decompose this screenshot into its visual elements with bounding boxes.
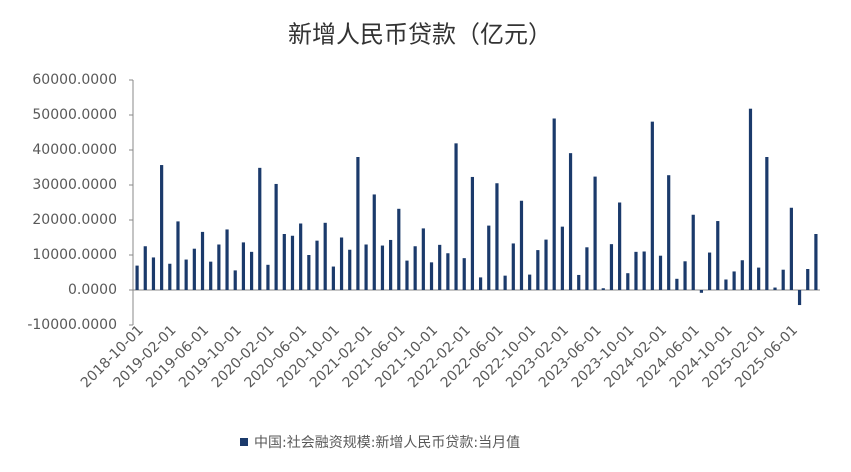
bar xyxy=(184,259,188,290)
bar xyxy=(274,183,278,290)
bar xyxy=(446,253,450,290)
bar xyxy=(740,260,744,290)
bar xyxy=(724,279,728,290)
bar xyxy=(323,222,327,290)
bar xyxy=(577,274,581,290)
bar xyxy=(462,258,466,290)
bar xyxy=(413,246,417,290)
bar xyxy=(626,273,630,290)
bar xyxy=(511,243,515,290)
bar xyxy=(642,251,646,290)
bar xyxy=(249,251,254,290)
bar xyxy=(225,229,229,290)
legend-label: 中国:社会融资规模:新增人民币贷款:当月值 xyxy=(254,435,520,451)
bar xyxy=(748,108,753,290)
y-tick-label: 10000.0000 xyxy=(32,247,117,263)
bar xyxy=(364,244,368,290)
bar xyxy=(536,250,540,290)
legend-swatch xyxy=(240,438,248,446)
bar xyxy=(495,183,499,290)
bar xyxy=(421,228,425,290)
bar xyxy=(315,240,319,290)
bar xyxy=(765,157,769,290)
bar xyxy=(192,248,196,290)
bar xyxy=(585,247,589,290)
bar xyxy=(560,226,564,290)
bar xyxy=(707,252,712,290)
bar xyxy=(372,194,376,290)
bar xyxy=(478,277,483,290)
bar xyxy=(160,165,164,290)
bar xyxy=(266,264,270,290)
bar xyxy=(151,257,156,290)
bar xyxy=(552,118,556,290)
bar xyxy=(658,255,663,290)
bar xyxy=(789,207,793,290)
bar xyxy=(307,255,311,290)
bar xyxy=(601,288,605,290)
bar xyxy=(429,262,434,290)
bar xyxy=(454,143,458,290)
y-tick-label: 20000.0000 xyxy=(32,212,117,228)
bar xyxy=(773,287,777,290)
bar xyxy=(233,270,237,290)
y-tick-label: 0.0000 xyxy=(68,282,117,298)
bar xyxy=(290,235,295,290)
bar xyxy=(503,275,507,290)
bar xyxy=(675,278,679,290)
bar xyxy=(806,269,810,290)
bar xyxy=(135,265,139,290)
bar xyxy=(814,234,818,290)
bar xyxy=(667,175,671,290)
y-tick-label: 30000.0000 xyxy=(32,177,117,193)
bar xyxy=(519,200,524,290)
chart-title: 新增人民币贷款（亿元） xyxy=(288,21,552,49)
bar xyxy=(200,231,205,290)
bar xyxy=(683,261,687,290)
bar xyxy=(282,234,286,290)
bar xyxy=(209,261,213,290)
bar xyxy=(691,214,695,290)
bar xyxy=(258,167,262,290)
bar xyxy=(609,244,614,290)
bar xyxy=(176,221,180,290)
bar xyxy=(299,223,303,290)
bar xyxy=(797,290,802,306)
bar xyxy=(168,263,172,290)
bar xyxy=(470,176,475,290)
bar xyxy=(438,244,442,290)
y-tick-label: -10000.0000 xyxy=(27,317,117,333)
bar xyxy=(634,251,638,290)
y-tick-label: 60000.0000 xyxy=(32,72,117,88)
bar xyxy=(380,245,385,290)
y-tick-label: 50000.0000 xyxy=(32,107,117,123)
bar xyxy=(397,208,401,290)
bar xyxy=(568,153,573,290)
bar xyxy=(757,267,761,290)
bar xyxy=(781,269,785,290)
bar xyxy=(143,246,147,290)
bar xyxy=(528,274,532,290)
bar xyxy=(732,271,736,290)
bar xyxy=(389,239,393,290)
bar xyxy=(593,176,597,290)
bar xyxy=(339,237,344,290)
bar xyxy=(487,225,491,290)
bar xyxy=(650,121,654,291)
bar xyxy=(348,249,352,290)
bar xyxy=(331,266,335,290)
bar xyxy=(716,221,720,290)
bar xyxy=(544,239,548,290)
y-tick-label: 40000.0000 xyxy=(32,142,117,158)
bar xyxy=(217,244,221,290)
bar xyxy=(241,242,246,290)
bar xyxy=(699,290,704,293)
bar xyxy=(618,202,622,290)
bar xyxy=(356,157,360,290)
bar xyxy=(405,260,409,290)
